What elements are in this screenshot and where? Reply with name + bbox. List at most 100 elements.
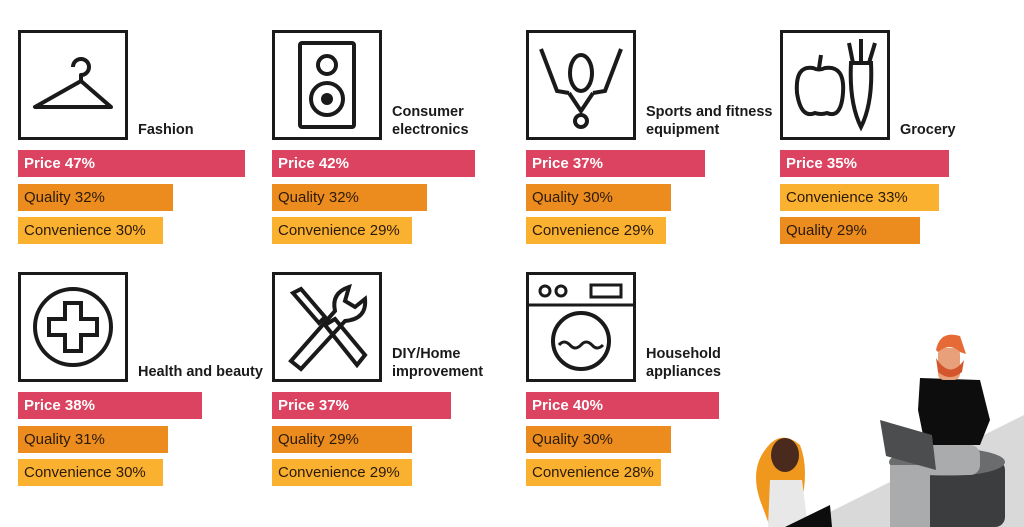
bar-label: Quality — [278, 431, 325, 448]
unit: % — [386, 464, 400, 481]
bar-value: 42 — [318, 155, 336, 172]
bar-label: Convenience — [532, 464, 620, 481]
category-panel: Consumer electronics Price 42% Quality 32%… — [272, 30, 522, 245]
category-label: Household appliances — [646, 346, 721, 380]
medical-cross-icon — [18, 272, 128, 382]
bar-convenience: Convenience 33% — [780, 184, 940, 211]
bar-value: 32 — [328, 189, 346, 206]
bar-label: Price — [24, 397, 61, 414]
bar-label: Convenience — [24, 464, 112, 481]
bar-convenience: Convenience 28% — [526, 459, 662, 486]
bar-label: Quality — [532, 431, 579, 448]
bar-label: Price — [532, 397, 569, 414]
bar-convenience: Convenience 30% — [18, 217, 163, 244]
bar-label: Quality — [24, 431, 71, 448]
bar-label: Convenience — [24, 222, 112, 239]
category-label: Sports and fitness equipment — [646, 104, 773, 138]
unit: % — [599, 189, 613, 206]
category-panel: Household appliances Price 40% Quality 30%… — [526, 272, 776, 487]
bar-price: Price 47% — [18, 150, 245, 177]
bar-value: 30 — [115, 464, 133, 481]
bar-quality: Quality 29% — [272, 426, 413, 453]
bar-label: Convenience — [278, 222, 366, 239]
athlete-icon — [526, 30, 636, 140]
bar-value: 30 — [582, 189, 600, 206]
bar-price: Price 37% — [272, 392, 451, 419]
bar-convenience: Convenience 30% — [18, 459, 163, 486]
bar-convenience: Convenience 29% — [272, 217, 413, 244]
category-label: Consumer electronics — [392, 104, 469, 138]
apple-carrot-icon — [780, 30, 890, 140]
unit: % — [81, 397, 95, 414]
bar-label: Quality — [786, 222, 833, 239]
bar-value: 30 — [115, 222, 133, 239]
category-panel: Health and beauty Price 38% Quality 31% Con… — [18, 272, 268, 487]
category-label: Health and beauty — [138, 364, 263, 380]
unit: % — [335, 155, 349, 172]
tools-icon — [272, 272, 382, 382]
unit: % — [589, 397, 603, 414]
unit: % — [91, 431, 105, 448]
bar-convenience: Convenience 29% — [526, 217, 667, 244]
bar-quality: Quality 32% — [18, 184, 173, 211]
unit: % — [843, 155, 857, 172]
bar-value: 31 — [74, 431, 92, 448]
bar-label: Price — [24, 155, 61, 172]
unit: % — [640, 464, 654, 481]
category-label: Fashion — [138, 122, 194, 138]
bar-label: Price — [278, 155, 315, 172]
bar-quality: Quality 29% — [780, 217, 921, 244]
category-panel: DIY/Home improvement Price 37% Quality 29%… — [272, 272, 522, 487]
bar-value: 28 — [623, 464, 641, 481]
unit: % — [894, 189, 908, 206]
unit: % — [599, 431, 613, 448]
category-panel: Fashion Price 47% Quality 32% Convenience 3… — [18, 30, 268, 245]
category-label: DIY/Home improvement — [392, 346, 484, 380]
speaker-icon — [272, 30, 382, 140]
bar-price: Price 37% — [526, 150, 705, 177]
unit: % — [345, 431, 359, 448]
bar-value: 37 — [318, 397, 336, 414]
unit: % — [132, 464, 146, 481]
bar-label: Quality — [532, 189, 579, 206]
bar-label: Price — [532, 155, 569, 172]
unit: % — [589, 155, 603, 172]
bar-value: 29 — [623, 222, 641, 239]
category-label: Grocery — [900, 122, 956, 138]
bar-price: Price 40% — [526, 392, 720, 419]
bar-value: 47 — [64, 155, 82, 172]
washing-machine-icon — [526, 272, 636, 382]
bar-quality: Quality 31% — [18, 426, 168, 453]
unit: % — [386, 222, 400, 239]
bar-value: 29 — [369, 464, 387, 481]
bar-value: 37 — [572, 155, 590, 172]
unit: % — [345, 189, 359, 206]
unit: % — [91, 189, 105, 206]
bar-value: 38 — [64, 397, 82, 414]
bar-convenience: Convenience 29% — [272, 459, 413, 486]
bar-label: Convenience — [786, 189, 874, 206]
bar-value: 32 — [74, 189, 92, 206]
bar-label: Price — [786, 155, 823, 172]
bar-value: 40 — [572, 397, 590, 414]
bar-value: 29 — [328, 431, 346, 448]
bar-value: 30 — [582, 431, 600, 448]
category-panel: Grocery Price 35% Convenience 33% Quality 2… — [780, 30, 1024, 245]
unit: % — [640, 222, 654, 239]
people-illustration — [756, 334, 1024, 527]
bar-label: Convenience — [532, 222, 620, 239]
bar-label: Quality — [278, 189, 325, 206]
hanger-icon — [18, 30, 128, 140]
bar-label: Convenience — [278, 464, 366, 481]
unit: % — [132, 222, 146, 239]
category-panel: Sports and fitness equipment Price 37% Qua… — [526, 30, 776, 245]
bar-label: Quality — [24, 189, 71, 206]
bar-value: 29 — [836, 222, 854, 239]
bar-value: 29 — [369, 222, 387, 239]
bar-label: Price — [278, 397, 315, 414]
unit: % — [81, 155, 95, 172]
bar-price: Price 38% — [18, 392, 202, 419]
bar-price: Price 42% — [272, 150, 475, 177]
bar-value: 35 — [826, 155, 844, 172]
unit: % — [335, 397, 349, 414]
